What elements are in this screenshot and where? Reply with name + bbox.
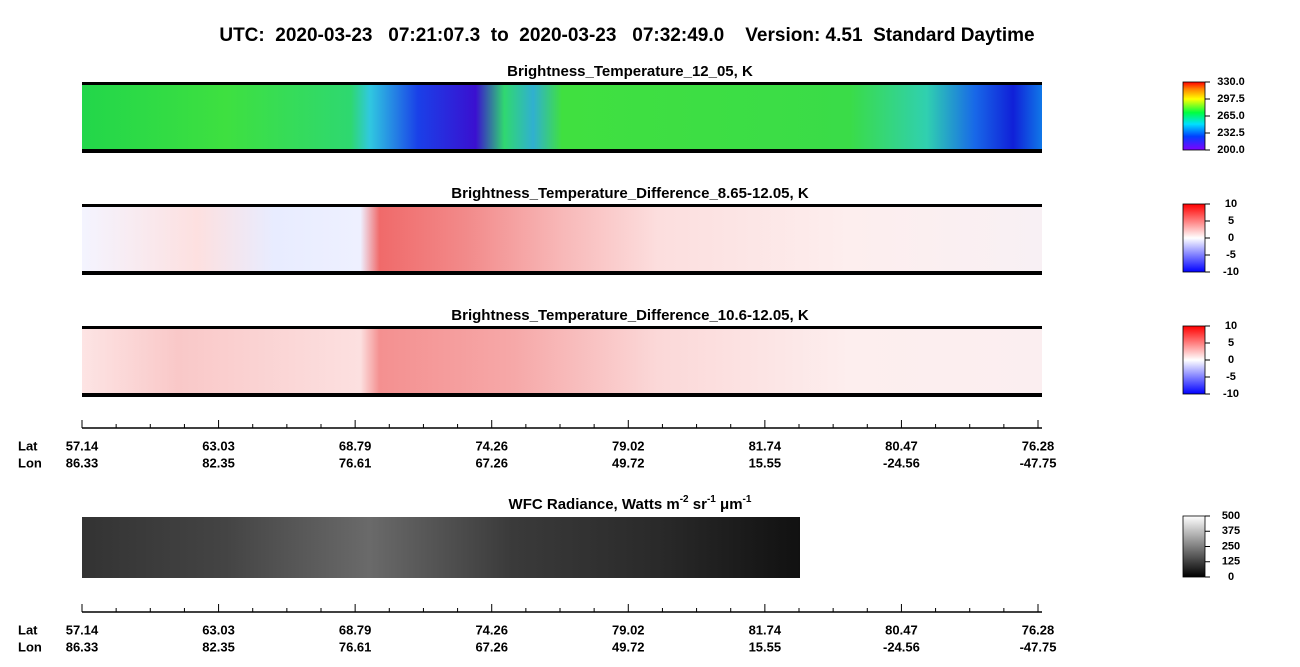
superscript: -2 [680,494,689,505]
colorbar-label: -10 [1223,266,1239,278]
lon-value: 67.26 [475,639,508,654]
lat-value: 57.14 [66,622,99,637]
colorbar-label: 0 [1228,232,1234,244]
panel-title: WFC Radiance, Watts m-2 sr-1 μm-1 [509,494,752,513]
lon-value: 15.55 [749,455,782,470]
panel-image [82,84,1042,152]
lon-value: 76.61 [339,639,372,654]
lat-value: 76.28 [1022,622,1055,637]
lat-value: 63.03 [202,622,235,637]
colorbar-label: 0 [1228,354,1234,366]
lat-value: 74.26 [475,622,508,637]
colorbar-label: 265.0 [1217,110,1245,122]
colorbar-label: 250 [1222,540,1240,552]
lat-value: 63.03 [202,438,235,453]
title-part: WFC Radiance, Watts m [509,496,680,513]
lon-value: 49.72 [612,455,645,470]
colorbar-label: 10 [1225,198,1237,210]
panel-title: Brightness_Temperature_Difference_8.65-1… [451,185,809,202]
lon-value: -47.75 [1020,639,1057,654]
lat-value: 79.02 [612,622,645,637]
lon-value: 82.35 [202,639,235,654]
lon-value: 86.33 [66,455,99,470]
panel-border-top [82,82,1042,85]
lat-value: 80.47 [885,622,918,637]
lon-value: 15.55 [749,639,782,654]
colorbar-label: 330.0 [1217,76,1245,88]
panel-border-bottom [82,393,1042,397]
lat-label: Lat [18,438,38,453]
colorbar [1182,515,1206,578]
colorbar-label: 297.5 [1217,93,1245,105]
lat-value: 80.47 [885,438,918,453]
colorbar-label: 10 [1225,320,1237,332]
colorbar-label: 232.5 [1217,127,1245,139]
colorbar-label: 500 [1222,510,1240,522]
lat-value: 74.26 [475,438,508,453]
lat-value: 76.28 [1022,438,1055,453]
colorbar [1182,81,1206,151]
colorbar-label: 200.0 [1217,144,1245,156]
panel-image [82,328,1042,396]
lon-value: 86.33 [66,639,99,654]
colorbar-label: -5 [1226,371,1236,383]
colorbar [1182,325,1206,395]
superscript: -1 [743,494,752,505]
lon-value: 67.26 [475,455,508,470]
panel-image [82,517,800,578]
lat-value: 68.79 [339,622,372,637]
lon-value: 76.61 [339,455,372,470]
title-part: μm [716,496,743,513]
colorbar-label: 5 [1228,215,1234,227]
lat-value: 68.79 [339,438,372,453]
lat-value: 79.02 [612,438,645,453]
colorbar-label: -5 [1226,249,1236,261]
colorbar-label: 0 [1228,571,1234,583]
colorbar-label: 5 [1228,337,1234,349]
lat-value: 81.74 [749,438,782,453]
lat-value: 81.74 [749,622,782,637]
superscript: -1 [707,494,716,505]
title-part: sr [689,496,708,513]
panel-title: Brightness_Temperature_12_05, K [507,63,753,80]
panel-title: Brightness_Temperature_Difference_10.6-1… [451,307,809,324]
panel-border-top [82,204,1042,207]
colorbar-label: 125 [1222,556,1240,568]
colorbar-label: 375 [1222,525,1240,537]
panel-image [82,206,1042,274]
panel-border-bottom [82,271,1042,275]
lon-value: -24.56 [883,455,920,470]
lon-value: -24.56 [883,639,920,654]
lon-value: 49.72 [612,639,645,654]
lat-value: 57.14 [66,438,99,453]
panel-border-bottom [82,149,1042,153]
lon-value: -47.75 [1020,455,1057,470]
lon-label: Lon [18,455,42,470]
panel-border-top [82,326,1042,329]
figure-title: UTC: 2020-03-23 07:21:07.3 to 2020-03-23… [219,25,1034,46]
colorbar-label: -10 [1223,388,1239,400]
colorbar [1182,203,1206,273]
lon-value: 82.35 [202,455,235,470]
lat-label: Lat [18,622,38,637]
lon-label: Lon [18,639,42,654]
